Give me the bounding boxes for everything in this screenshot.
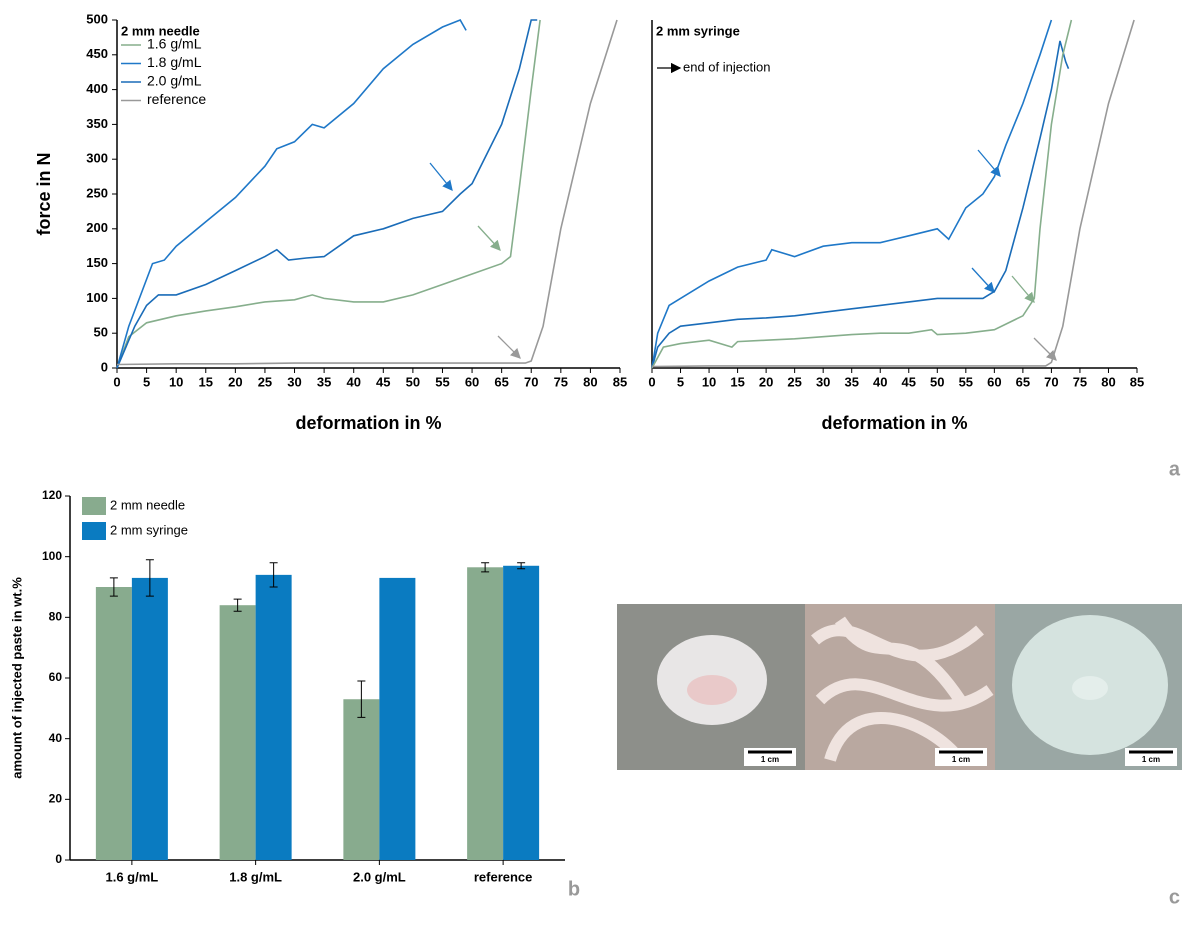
x-tick-label: 2.0 g/mL	[353, 869, 406, 884]
x-tick-label: 30	[287, 374, 301, 389]
x-tick-label: 0	[113, 374, 120, 389]
x-tick-label: 10	[702, 374, 716, 389]
x-tick-label: 65	[494, 374, 508, 389]
x-tick-label: 45	[376, 374, 390, 389]
x-axis-label: deformation in %	[821, 413, 967, 433]
x-tick-label: 15	[730, 374, 744, 389]
y-tick-label: 200	[86, 220, 108, 235]
photo-shape	[1072, 676, 1108, 700]
legend-label: 1.6 g/mL	[147, 36, 202, 52]
x-tick-label: 50	[406, 374, 420, 389]
x-tick-label: 70	[1044, 374, 1058, 389]
x-tick-label: 25	[258, 374, 272, 389]
x-tick-label: 10	[169, 374, 183, 389]
bar	[220, 605, 256, 860]
legend-swatch	[82, 497, 106, 515]
x-tick-label: 85	[613, 374, 627, 389]
y-tick-label: 100	[86, 290, 108, 305]
x-tick-label: 55	[959, 374, 973, 389]
bar	[96, 587, 132, 860]
y-tick-label: 80	[49, 610, 63, 624]
y-axis-label: amount of injected paste in wt.%	[9, 577, 24, 779]
x-tick-label: 20	[228, 374, 242, 389]
figure: 1 cm 1 cm 1 cm a b c 0 5 10 15 20 25 30 35 40 45 5…	[0, 0, 1186, 930]
y-tick-label: 400	[86, 81, 108, 96]
y-tick-label: 100	[42, 549, 62, 563]
y-tick-label: 50	[94, 325, 108, 340]
bar	[503, 566, 539, 860]
page: 1 cm 1 cm 1 cm a b c 0 5 10 15 20 25 30 35 40 45 5…	[0, 0, 1186, 930]
x-tick-label: 0	[648, 374, 655, 389]
x-tick-label: 80	[1101, 374, 1115, 389]
y-tick-label: 0	[55, 852, 62, 866]
y-tick-label: 450	[86, 46, 108, 61]
x-tick-label: 15	[199, 374, 213, 389]
x-tick-label: 75	[554, 374, 568, 389]
scale-label: 1 cm	[952, 755, 970, 764]
x-tick-label: 40	[873, 374, 887, 389]
x-tick-label: 35	[317, 374, 331, 389]
x-tick-label: 70	[524, 374, 538, 389]
x-tick-label: 5	[677, 374, 684, 389]
y-tick-label: 500	[86, 11, 108, 26]
x-tick-label: 60	[465, 374, 479, 389]
panel-label: a	[1169, 458, 1181, 480]
y-tick-label: 60	[49, 670, 63, 684]
x-tick-label: 55	[435, 374, 449, 389]
legend-label: 2.0 g/mL	[147, 73, 202, 89]
x-tick-label: 1.6 g/mL	[106, 869, 159, 884]
legend-swatch	[82, 522, 106, 540]
photo-shape	[687, 675, 737, 705]
x-tick-label: 1.8 g/mL	[229, 869, 282, 884]
bar	[132, 578, 168, 860]
panel-label: c	[1169, 886, 1180, 908]
y-tick-label: 350	[86, 116, 108, 131]
legend-label: 2 mm syringe	[110, 522, 188, 537]
x-tick-label: 85	[1130, 374, 1144, 389]
x-tick-label: 5	[143, 374, 150, 389]
annotation: end of injection	[683, 59, 770, 74]
x-axis-label: deformation in %	[295, 413, 441, 433]
x-tick-label: 45	[902, 374, 916, 389]
x-tick-label: 30	[816, 374, 830, 389]
scale-label: 1 cm	[1142, 755, 1160, 764]
x-tick-label: 20	[759, 374, 773, 389]
legend-label: 2 mm needle	[110, 497, 185, 512]
photos: 1 cm 1 cm 1 cm	[617, 604, 1182, 770]
x-tick-label: 40	[346, 374, 360, 389]
scale-label: 1 cm	[761, 755, 779, 764]
legend-label: reference	[147, 91, 206, 107]
y-tick-label: 0	[101, 359, 108, 374]
x-tick-label: reference	[474, 869, 533, 884]
y-tick-label: 300	[86, 151, 108, 166]
x-tick-label: 80	[583, 374, 597, 389]
legend-label: 1.8 g/mL	[147, 54, 202, 70]
series-line	[652, 41, 1069, 368]
x-tick-label: 50	[930, 374, 944, 389]
y-tick-label: 150	[86, 255, 108, 270]
y-tick-label: 20	[49, 792, 63, 806]
y-tick-label: 40	[49, 731, 63, 745]
x-tick-label: 25	[787, 374, 801, 389]
chart-title: 2 mm syringe	[656, 23, 740, 38]
y-tick-label: 250	[86, 185, 108, 200]
panel-label: b	[568, 878, 580, 900]
x-tick-label: 65	[1016, 374, 1030, 389]
bar	[343, 699, 379, 860]
bar	[379, 578, 415, 860]
x-tick-label: 35	[844, 374, 858, 389]
bar	[467, 567, 503, 860]
x-tick-label: 60	[987, 374, 1001, 389]
y-tick-label: 120	[42, 488, 62, 502]
bar	[256, 575, 292, 860]
x-tick-label: 75	[1073, 374, 1087, 389]
y-axis-label: force in N	[34, 152, 54, 235]
